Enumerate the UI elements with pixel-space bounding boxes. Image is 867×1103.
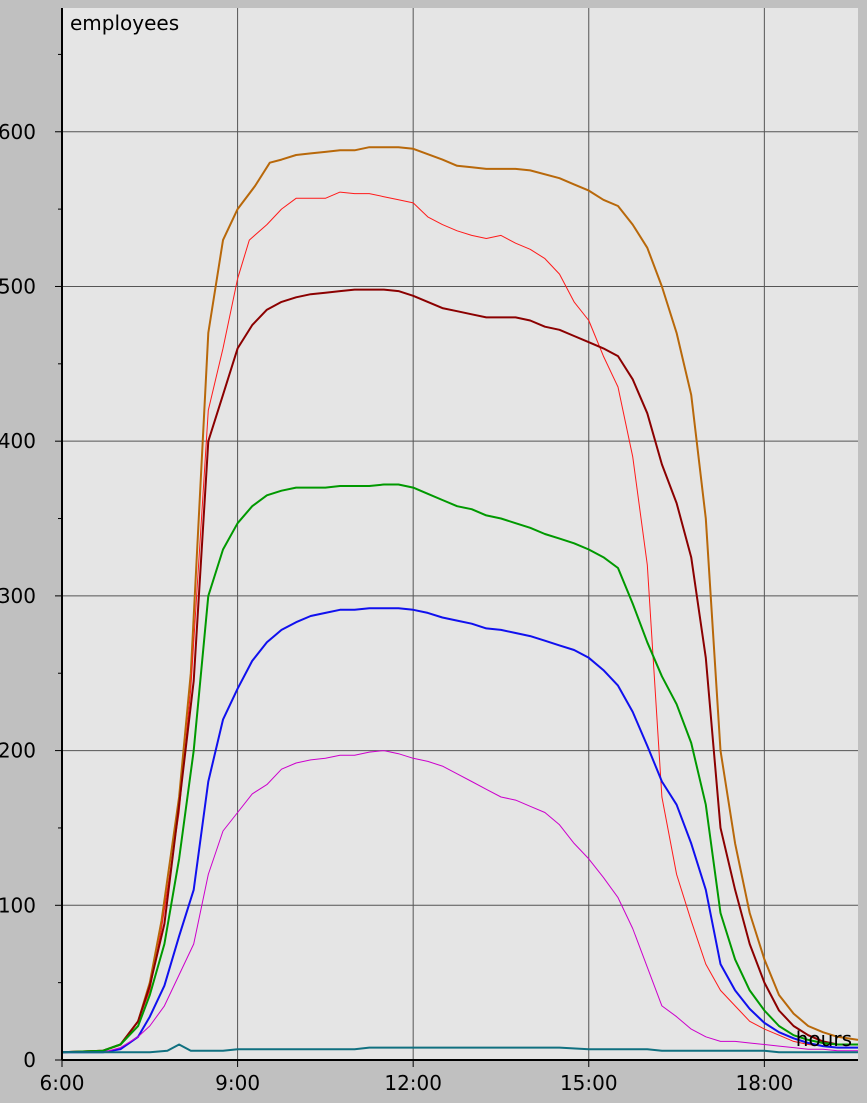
series-line-2	[61, 191, 858, 1053]
y-tick-label: 0	[23, 1048, 36, 1072]
y-tick-label: 200	[0, 739, 36, 763]
y-tick-label: 300	[0, 584, 36, 608]
y-tick-label: 600	[0, 120, 36, 144]
series-line-7	[62, 1043, 858, 1054]
x-tick-label: 9:00	[215, 1071, 260, 1095]
x-tick-label: 18:00	[736, 1071, 794, 1095]
series-line-3	[61, 288, 858, 1054]
x-tick-label: 6:00	[40, 1071, 85, 1095]
tick-labels: 0 100 200 300 400 500 600 6:00 9:00 12:00 15:00 18:…	[0, 53, 794, 1095]
y-tick-label: 500	[0, 274, 36, 298]
axes	[61, 8, 858, 1061]
x-axis-title: hours	[796, 1027, 852, 1051]
y-tick-label: 400	[0, 429, 36, 453]
series-line-5	[62, 607, 858, 1054]
series-line-4	[61, 483, 858, 1054]
y-axis-title: employees	[70, 11, 179, 35]
series-line-6	[62, 750, 858, 1053]
series-lines	[61, 146, 859, 1054]
x-tick-label: 12:00	[384, 1071, 442, 1095]
x-tick-label: 15:00	[560, 1071, 618, 1095]
series-line-1	[61, 146, 859, 1054]
y-tick-label: 100	[0, 893, 36, 917]
